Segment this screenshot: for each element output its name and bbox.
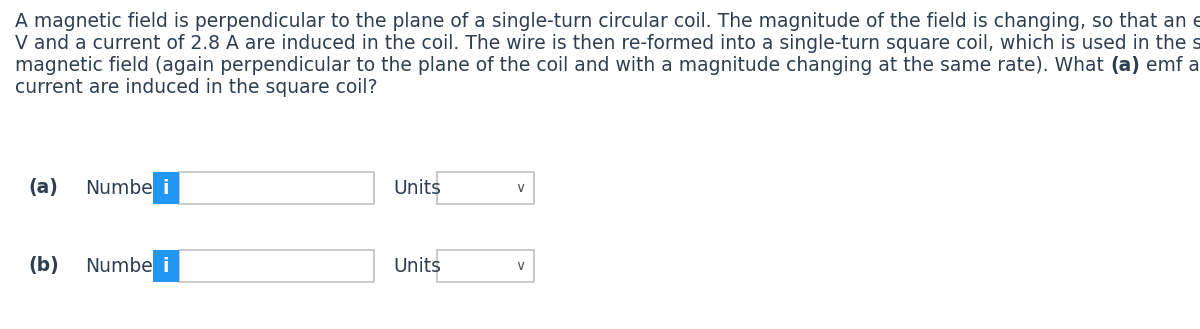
Text: Units: Units	[394, 179, 442, 197]
Text: ∨: ∨	[515, 259, 526, 273]
FancyBboxPatch shape	[437, 250, 534, 282]
Text: Units: Units	[394, 257, 442, 275]
Text: magnetic field (again perpendicular to the plane of the coil and with a magnitud: magnetic field (again perpendicular to t…	[14, 56, 1110, 75]
Text: ∨: ∨	[515, 181, 526, 195]
FancyBboxPatch shape	[154, 172, 179, 204]
FancyBboxPatch shape	[179, 172, 374, 204]
FancyBboxPatch shape	[437, 172, 534, 204]
Text: emf and: emf and	[1140, 56, 1200, 75]
Text: (b): (b)	[28, 257, 59, 275]
Text: Number: Number	[85, 257, 161, 275]
Text: (a): (a)	[1110, 56, 1140, 75]
Text: current are induced in the square coil?: current are induced in the square coil?	[14, 78, 378, 97]
Text: V and a current of 2.8 A are induced in the coil. The wire is then re-formed int: V and a current of 2.8 A are induced in …	[14, 34, 1200, 53]
Text: Number: Number	[85, 179, 161, 197]
FancyBboxPatch shape	[154, 250, 179, 282]
FancyBboxPatch shape	[179, 250, 374, 282]
Text: A magnetic field is perpendicular to the plane of a single-turn circular coil. T: A magnetic field is perpendicular to the…	[14, 12, 1200, 31]
Text: i: i	[163, 179, 169, 197]
Text: (a): (a)	[28, 179, 58, 197]
Text: i: i	[163, 257, 169, 275]
